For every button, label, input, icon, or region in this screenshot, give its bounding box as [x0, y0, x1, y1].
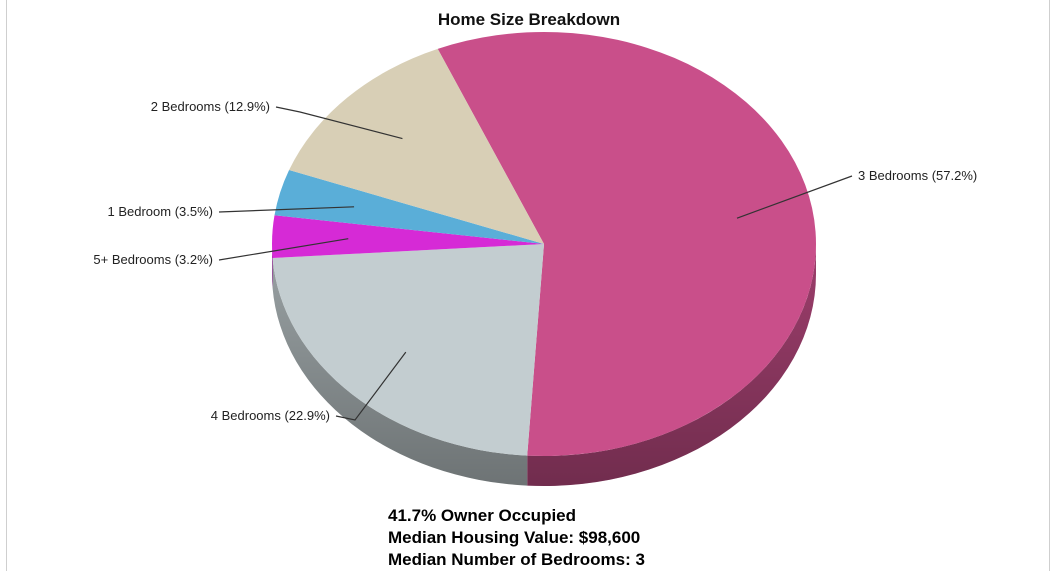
leader-line-4-bedrooms — [335, 351, 407, 421]
slice-label-1-bedroom: 1 Bedroom (3.5%) — [108, 204, 214, 219]
leader-line-3-bedrooms — [736, 175, 853, 219]
chart-title: Home Size Breakdown — [437, 10, 621, 29]
pie-slice-4-bedrooms — [272, 244, 544, 456]
slice-label-2-bedrooms: 2 Bedrooms (12.9%) — [151, 99, 270, 114]
leader-line-2-bedrooms — [275, 106, 403, 140]
summary-stats: 41.7% Owner Occupied Median Housing Valu… — [388, 505, 645, 571]
pie-side-shade-3-bedrooms — [527, 244, 816, 486]
leader-line-1-bedroom — [218, 206, 355, 213]
slice-label-4-bedrooms: 4 Bedrooms (22.9%) — [211, 408, 330, 423]
pie-slice-5-plus-bedrooms — [271, 215, 544, 258]
pie-slice-1-bedroom — [274, 170, 544, 244]
owner-occupied-text: 41.7% Owner Occupied — [388, 506, 577, 525]
pie-slice-2-bedrooms — [289, 48, 544, 245]
median-housing-value-text: Median Housing Value: $98,600 — [388, 528, 641, 547]
pie-slice-3-bedrooms — [437, 31, 816, 456]
pie-side-shade-4-bedrooms — [272, 257, 528, 486]
median-bedrooms-text: Median Number of Bedrooms: 3 — [388, 550, 645, 569]
slice-label-5-plus-bedrooms: 5+ Bedrooms (3.2%) — [93, 252, 213, 267]
slice-label-3-bedrooms: 3 Bedrooms (57.2%) — [858, 168, 977, 183]
leader-line-5-plus-bedrooms — [218, 238, 349, 261]
pie-side-shade-5-plus-bedrooms — [272, 244, 273, 288]
